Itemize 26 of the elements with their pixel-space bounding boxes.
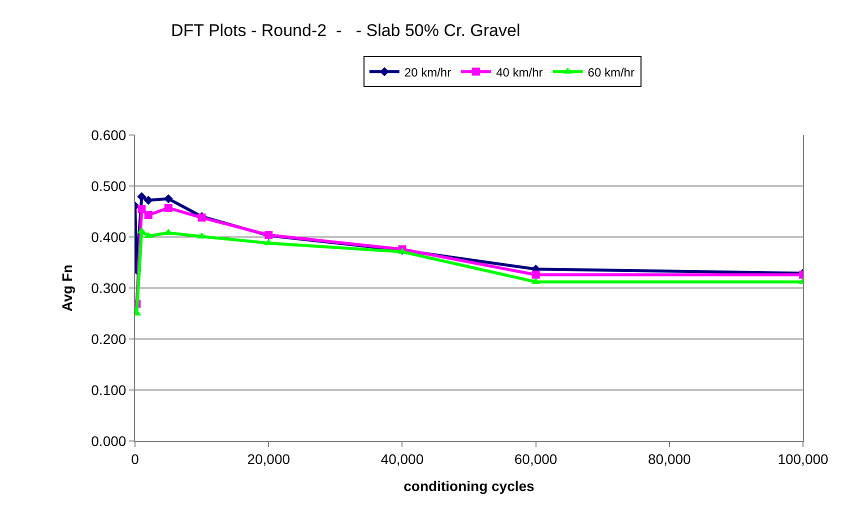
y-tick-label: 0.200 (91, 330, 126, 347)
y-tick-label: 0.500 (91, 178, 126, 194)
y-tick-label: 0.000 (91, 432, 126, 449)
x-tick-label: 20,000 (247, 450, 290, 467)
x-tick-label: 60,000 (514, 450, 558, 467)
point (144, 211, 152, 220)
x-tick-label: 0 (131, 450, 140, 467)
y-tick-label: 0.600 (91, 126, 126, 143)
y-tick-label: 0.400 (91, 228, 126, 245)
y-tick-label: 0.300 (91, 280, 126, 296)
point (164, 194, 173, 204)
legend-label: 20 km/hr (404, 65, 452, 80)
y-axis-title: Avg Fn (58, 264, 75, 312)
legend-label: 60 km/hr (588, 65, 634, 80)
y-tick-label: 0.100 (91, 382, 126, 398)
point (144, 196, 153, 205)
chart-title: DFT Plots - Round-2 - - Slab 50% Cr. Gravel (171, 20, 520, 40)
x-tick-label: 100,000 (778, 450, 829, 467)
legend-label: 40 km/hr (496, 65, 543, 80)
point (532, 270, 540, 279)
x-axis-title: conditioning cycles (404, 478, 535, 494)
point (138, 204, 146, 213)
point (137, 192, 146, 202)
x-tick-label: 80,000 (648, 450, 692, 467)
point (164, 204, 172, 212)
x-tick-label: 40,000 (380, 450, 424, 467)
